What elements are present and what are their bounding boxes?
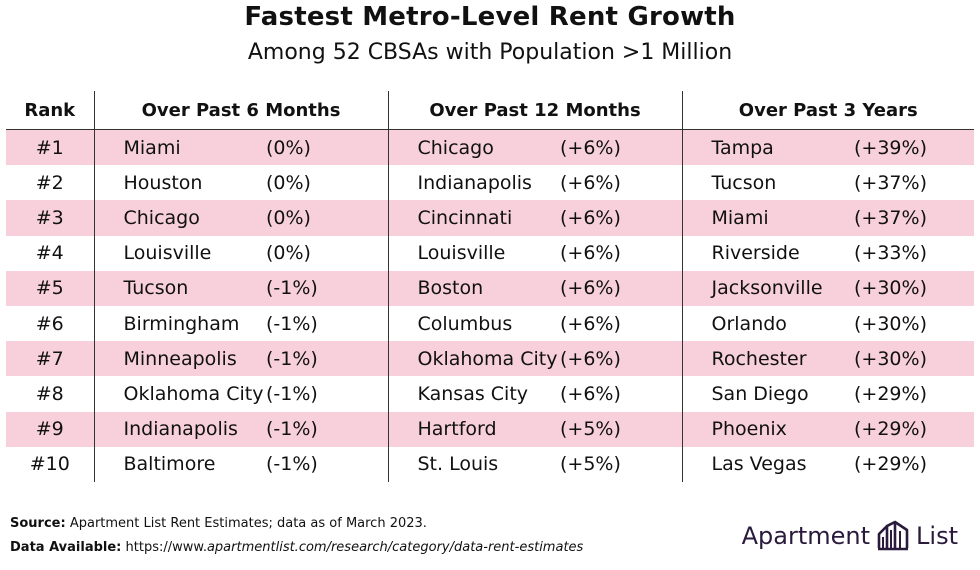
three-year-change-cell: (+30%) (846, 341, 975, 377)
twelve-month-change-cell: (+6%) (552, 129, 683, 166)
table-row: #4 Louisville (0%) Louisville (+6%) Riverside… (6, 235, 974, 271)
page-title: Fastest Metro-Level Rent Growth (244, 2, 736, 32)
twelve-month-change-cell: (+5%) (552, 446, 683, 482)
rank-cell: #1 (6, 129, 95, 166)
twelve-month-city-cell: Columbus (417, 312, 513, 335)
six-month-change-cell: (-1%) (258, 270, 389, 306)
table-row: #2 Houston (0%) Indianapolis (+6%) Tucson (+37… (6, 165, 974, 201)
three-year-change-cell: (+33%) (854, 242, 927, 265)
page-subtitle: Among 52 CBSAs with Population >1 Millio… (247, 40, 733, 65)
table-header-row: Rank Over Past 6 Months Over Past 12 Mon… (6, 91, 975, 130)
twelve-month-change-cell: (+5%) (552, 411, 683, 447)
rank-cell: #9 (6, 411, 95, 447)
rank-cell: #6 (6, 305, 95, 342)
six-month-city-cell: Tucson (94, 270, 258, 306)
six-month-city-cell: Minneapolis (94, 341, 258, 377)
six-month-change-cell: (-1%) (258, 446, 389, 482)
data-available-line: Data Available: https://www.apartmentlis… (10, 540, 583, 555)
three-year-city-cell: San Diego (711, 382, 809, 405)
twelve-month-city-cell: Cincinnati (388, 200, 552, 236)
six-month-city-cell: Baltimore (123, 453, 216, 476)
three-year-city-cell: Las Vegas (711, 453, 807, 476)
three-year-city-cell: Jacksonville (682, 270, 846, 306)
six-month-city-cell: Miami (94, 129, 258, 166)
three-year-city-cell: Orlando (711, 312, 787, 335)
rank-header: Rank (6, 91, 95, 130)
twelve-month-change-cell: (+6%) (552, 376, 683, 412)
table-row: #7 Minneapolis (-1%) Oklahoma City (+6%) Roch… (6, 341, 975, 377)
twelve-month-change-cell: (+6%) (552, 200, 683, 236)
data-url[interactable]: https://www.apartmentlist.com/research/c… (125, 540, 584, 555)
three-year-change-cell: (+37%) (854, 171, 927, 194)
three-year-change-cell: (+29%) (854, 382, 927, 405)
rank-cell: #5 (6, 270, 95, 306)
rank-cell: #8 (6, 376, 95, 412)
three-year-change-cell: (+29%) (854, 453, 927, 476)
table-body: #1 Miami (0%) Chicago (+6%) Tampa (+39%) #2 Hous… (6, 129, 975, 482)
table-row: #1 Miami (0%) Chicago (+6%) Tampa (+39%) (6, 129, 975, 166)
twelve-month-change-cell: (+6%) (552, 165, 683, 201)
twelve-month-change-cell: (+6%) (552, 270, 683, 306)
table-row: #8 Oklahoma City (-1%) Kansas City (+6%) San … (6, 376, 974, 412)
six-month-change-cell: (0%) (258, 200, 389, 236)
twelve-month-city-cell: Kansas City (417, 382, 529, 405)
table-row: #10 Baltimore (-1%) St. Louis (+5%) Las Vegas… (6, 446, 974, 482)
three-year-city-cell: Tampa (682, 129, 846, 166)
twelve-month-city-cell: Chicago (388, 129, 552, 166)
six-month-city-cell: Chicago (94, 200, 258, 236)
rank-cell: #3 (6, 200, 95, 236)
rent-growth-table: Rank Over Past 6 Months Over Past 12 Mon… (6, 91, 975, 482)
three-year-change-cell: (+29%) (846, 411, 975, 447)
six-month-change-cell: (-1%) (258, 305, 389, 342)
six-month-city-cell: Birmingham (123, 312, 240, 335)
table-row: #6 Birmingham (-1%) Columbus (+6%) Orlando (+3… (6, 305, 974, 342)
source-line: Source: Apartment List Rent Estimates; d… (10, 516, 427, 531)
three-year-city-cell: Phoenix (682, 411, 846, 447)
twelve-month-city-cell: Indianapolis (417, 171, 532, 194)
apartment-list-logo-icon (877, 520, 909, 551)
twelve-month-city-cell: Hartford (388, 411, 552, 447)
twelve-month-city-cell: St. Louis (417, 453, 499, 476)
apartment-list-logo: Apartment List (742, 520, 958, 552)
three-year-city-cell: Tucson (711, 171, 777, 194)
three-year-city-cell: Miami (682, 200, 846, 236)
rank-cell: #2 (6, 165, 95, 201)
twelve-month-city-cell: Boston (388, 270, 552, 306)
six-month-change-cell: (-1%) (258, 341, 389, 377)
twelve-month-change-cell: (+6%) (552, 305, 683, 342)
six-month-change-cell: (-1%) (258, 376, 389, 412)
twelve-month-change-cell: (+6%) (552, 341, 683, 377)
six-month-city-cell: Indianapolis (94, 411, 258, 447)
six-month-change-cell: (0%) (258, 129, 389, 166)
three-year-change-cell: (+39%) (846, 129, 975, 166)
logo-text-right: List (916, 522, 958, 550)
table-row: #5 Tucson (-1%) Boston (+6%) Jacksonville (+30… (6, 270, 975, 306)
three-year-change-cell: (+37%) (846, 200, 975, 236)
three-year-city-cell: Rochester (682, 341, 846, 377)
twelve-month-city-cell: Oklahoma City (388, 341, 557, 377)
six-month-city-cell: Houston (123, 171, 203, 194)
three-year-change-cell: (+30%) (854, 312, 927, 335)
rank-cell: #4 (6, 235, 95, 271)
six-month-city-cell: Oklahoma City (123, 382, 264, 405)
rank-cell: #7 (6, 341, 95, 377)
six-month-change-cell: (0%) (258, 165, 389, 201)
six-month-header: Over Past 6 Months (94, 91, 389, 130)
table-row: #9 Indianapolis (-1%) Hartford (+5%) Phoenix(… (6, 411, 975, 447)
source-text: Apartment List Rent Estimates; data as o… (69, 516, 427, 531)
twelve-month-change-cell: (+6%) (552, 235, 683, 271)
three-year-change-cell: (+30%) (846, 270, 975, 306)
six-month-change-cell: (0%) (258, 235, 389, 271)
six-month-change-cell: (-1%) (258, 411, 389, 447)
twelve-month-city-cell: Louisville (417, 242, 506, 265)
data-available-label: Data Available: (10, 540, 122, 555)
table-row: #3 Chicago (0%) Cincinnati (+6%) Miami (+37%) (6, 200, 975, 236)
rank-cell: #10 (6, 446, 95, 482)
twelve-month-header: Over Past 12 Months (388, 91, 683, 130)
three-year-header: Over Past 3 Years (682, 91, 975, 130)
three-year-city-cell: Riverside (711, 242, 800, 265)
six-month-city-cell: Louisville (123, 242, 212, 265)
source-label: Source: (10, 516, 66, 531)
logo-text-left: Apartment (741, 522, 871, 550)
